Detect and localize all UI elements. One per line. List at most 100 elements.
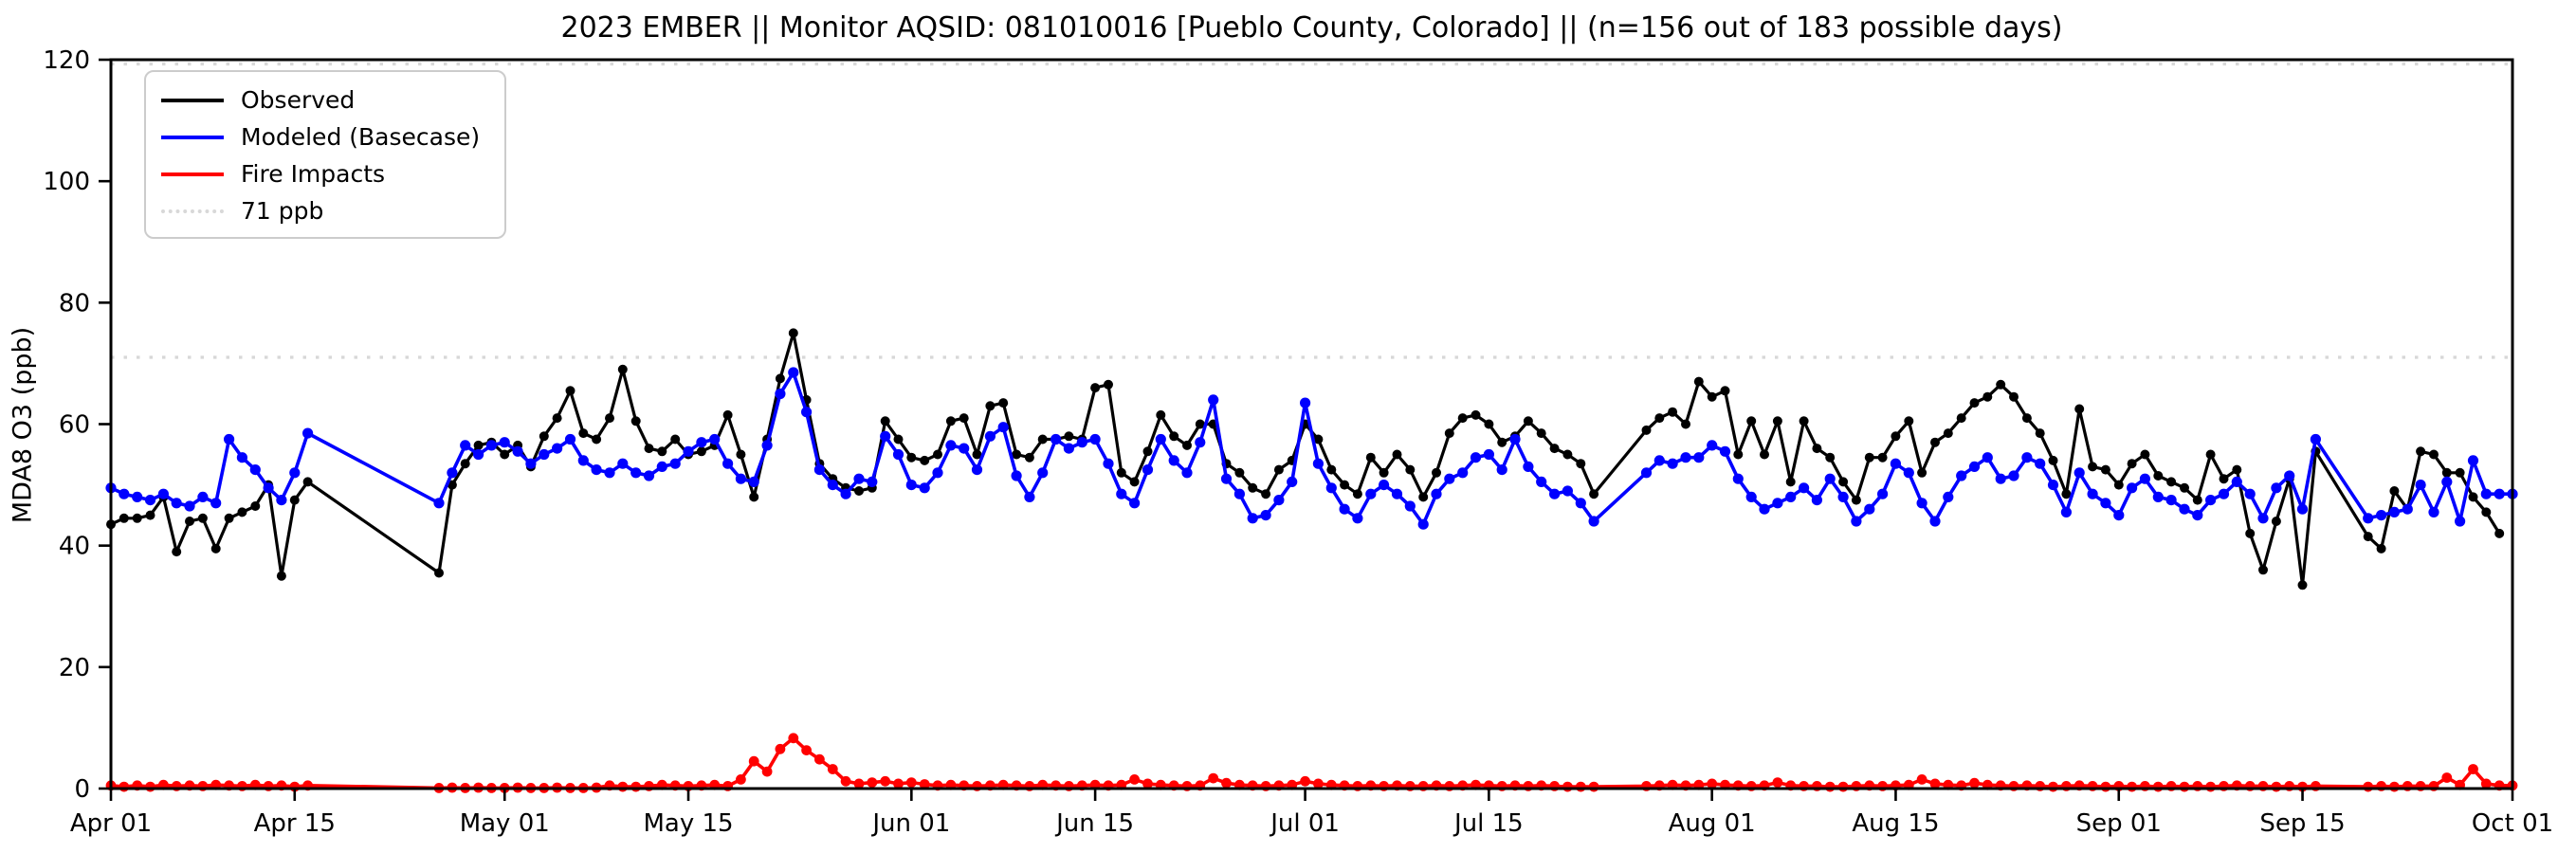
data-point-marker xyxy=(1956,413,1966,424)
data-point-marker xyxy=(2100,498,2111,509)
data-point-marker xyxy=(2140,449,2150,460)
y-tick-label: 80 xyxy=(59,289,90,318)
data-point-marker xyxy=(736,774,746,785)
data-point-marker xyxy=(670,434,681,445)
data-point-marker xyxy=(2441,467,2452,478)
data-point-marker xyxy=(1588,781,1599,792)
data-point-marker xyxy=(145,781,155,792)
data-point-marker xyxy=(500,449,510,460)
data-point-marker xyxy=(473,448,484,461)
data-point-marker xyxy=(880,416,890,426)
data-point-marker xyxy=(1011,470,1022,481)
data-point-marker xyxy=(1772,416,1782,426)
data-point-marker xyxy=(880,430,891,442)
series-line xyxy=(110,371,2512,527)
data-point-marker xyxy=(1733,449,1744,460)
data-point-marker xyxy=(1405,464,1416,475)
data-point-marker xyxy=(1562,781,1573,792)
data-point-marker xyxy=(539,448,550,461)
data-point-marker xyxy=(893,778,904,789)
data-point-marker xyxy=(1444,428,1454,439)
data-point-marker xyxy=(1916,774,1927,785)
data-point-marker xyxy=(959,413,969,424)
data-point-marker xyxy=(775,388,786,400)
data-point-marker xyxy=(197,513,208,523)
data-point-marker xyxy=(263,482,274,494)
data-point-marker xyxy=(2165,495,2177,506)
data-point-marker xyxy=(1012,449,1022,460)
data-point-marker xyxy=(1116,467,1126,478)
data-point-marker xyxy=(1943,428,1953,439)
data-point-marker xyxy=(2468,492,2478,502)
data-point-marker xyxy=(1759,503,1770,515)
x-tick-label: Aug 15 xyxy=(1852,809,1939,838)
data-point-marker xyxy=(1340,480,1350,490)
data-point-marker xyxy=(2376,510,2387,521)
data-point-marker xyxy=(2284,470,2295,481)
data-point-marker xyxy=(2152,781,2164,792)
data-point-marker xyxy=(1549,444,1560,454)
data-point-marker xyxy=(1300,397,1311,408)
data-point-marker xyxy=(971,464,983,476)
observed-line-sample xyxy=(161,98,224,102)
data-point-marker xyxy=(447,480,457,490)
data-point-marker xyxy=(1089,433,1101,445)
data-point-marker xyxy=(656,461,667,472)
legend-label: Observed xyxy=(241,86,356,114)
data-point-marker xyxy=(1208,772,1219,784)
data-point-marker xyxy=(2088,462,2098,472)
x-tick-label: May 01 xyxy=(460,809,550,838)
data-point-marker xyxy=(1654,413,1665,424)
data-point-marker xyxy=(919,482,930,494)
data-point-marker xyxy=(2205,449,2216,460)
x-tick-label: Jun 15 xyxy=(1054,809,1134,838)
data-point-marker xyxy=(2113,480,2124,490)
data-point-marker xyxy=(736,449,746,460)
threshold-line-sample xyxy=(161,209,224,213)
data-point-marker xyxy=(1509,433,1521,445)
data-point-marker xyxy=(2113,510,2125,521)
data-point-marker xyxy=(276,495,287,506)
data-point-marker xyxy=(2389,781,2400,792)
data-point-marker xyxy=(1785,477,1796,487)
data-point-marker xyxy=(1904,416,1914,426)
series-modeled-basecase- xyxy=(105,367,2518,530)
data-point-marker xyxy=(2061,489,2072,499)
data-point-marker xyxy=(184,500,195,512)
data-point-marker xyxy=(604,467,615,479)
data-point-marker xyxy=(2494,488,2505,499)
data-point-marker xyxy=(145,510,155,520)
data-point-marker xyxy=(748,476,759,487)
data-point-marker xyxy=(2271,482,2282,494)
data-point-marker xyxy=(1575,781,1586,792)
data-point-marker xyxy=(1497,437,1507,447)
legend-item-modeled: Modeled (Basecase) xyxy=(146,118,504,155)
legend-label: Fire Impacts xyxy=(241,160,386,188)
data-point-marker xyxy=(1877,452,1888,463)
data-point-marker xyxy=(564,433,576,445)
data-point-marker xyxy=(2074,467,2085,479)
data-point-marker xyxy=(1890,458,1901,469)
data-point-marker xyxy=(473,440,484,450)
data-point-marker xyxy=(2060,506,2072,518)
data-point-marker xyxy=(880,775,891,787)
data-point-marker xyxy=(2389,486,2400,496)
data-point-marker xyxy=(1220,473,1233,484)
data-point-marker xyxy=(1483,448,1494,461)
data-point-marker xyxy=(827,480,838,491)
legend-box: Observed Modeled (Basecase) Fire Impacts… xyxy=(144,70,506,239)
data-point-marker xyxy=(1576,459,1586,469)
data-point-marker xyxy=(592,434,602,445)
data-point-marker xyxy=(854,486,864,496)
data-point-marker xyxy=(210,543,221,554)
data-point-marker xyxy=(2468,764,2478,774)
data-point-marker xyxy=(499,437,510,448)
data-point-marker xyxy=(224,433,235,445)
data-point-marker xyxy=(539,431,549,442)
series-line xyxy=(110,331,2501,587)
x-tick-label: May 15 xyxy=(643,809,733,838)
data-point-marker xyxy=(1064,431,1074,442)
legend-item-threshold: 71 ppb xyxy=(146,192,504,229)
data-point-marker xyxy=(2455,467,2465,478)
data-point-marker xyxy=(905,777,917,788)
